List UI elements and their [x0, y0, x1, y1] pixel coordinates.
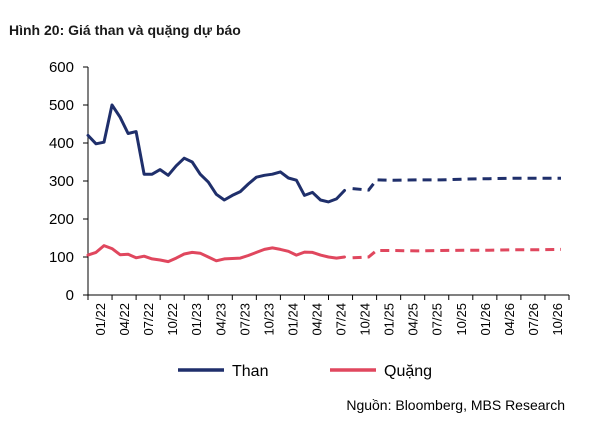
y-tick-label: 100 [49, 249, 74, 266]
legend-label-quang: Quặng [384, 363, 432, 380]
x-tick-label: 10/25 [454, 303, 469, 336]
x-tick-label: 07/25 [430, 303, 445, 336]
x-tick-label: 10/23 [261, 303, 276, 336]
x-tick-label: 10/22 [165, 303, 180, 336]
x-tick-label: 01/24 [285, 303, 300, 336]
y-axis: 0 100 200 300 400 500 600 [49, 59, 89, 304]
y-tick-label: 200 [49, 211, 74, 228]
x-tick-label: 01/26 [478, 303, 493, 336]
y-tick-label: 0 [66, 287, 74, 304]
series-than-forecast-line [352, 176, 561, 192]
figure-title: Hình 20: Giá than và quặng dự báo [9, 22, 241, 38]
x-tick-label: 04/22 [117, 303, 132, 336]
x-tick-label: 07/26 [526, 303, 541, 336]
y-tick-label: 400 [49, 135, 74, 152]
source-note: Nguồn: Bloomberg, MBS Research [346, 397, 565, 413]
x-tick-label: 04/25 [406, 303, 421, 336]
x-tick-label: 01/23 [189, 303, 204, 336]
x-tick-label: 04/23 [213, 303, 228, 336]
x-tick-label: 04/24 [309, 303, 324, 336]
x-tick-label: 01/22 [93, 303, 108, 336]
x-tick-label: 10/26 [550, 303, 565, 336]
legend-label-than: Than [232, 363, 268, 380]
series-quang-forecast-line [352, 247, 562, 260]
y-tick-label: 500 [49, 97, 74, 114]
y-tick-label: 300 [49, 173, 74, 190]
series-than-actual-line [86, 103, 346, 204]
series-lines [86, 103, 562, 264]
x-tick-label: 07/24 [334, 303, 349, 336]
series-quang-actual-line [86, 244, 346, 264]
legend: Than Quặng [178, 363, 432, 380]
x-axis: 01/22 04/22 07/22 10/22 01/23 04/23 07/23 10/23… [87, 294, 570, 336]
x-tick-label: 01/25 [382, 303, 397, 336]
x-tick-label: 04/26 [502, 303, 517, 336]
y-tick-label: 600 [49, 59, 74, 76]
x-tick-label: 07/22 [141, 303, 156, 336]
x-tick-label: 10/24 [358, 303, 373, 336]
x-tick-label: 07/23 [237, 303, 252, 336]
